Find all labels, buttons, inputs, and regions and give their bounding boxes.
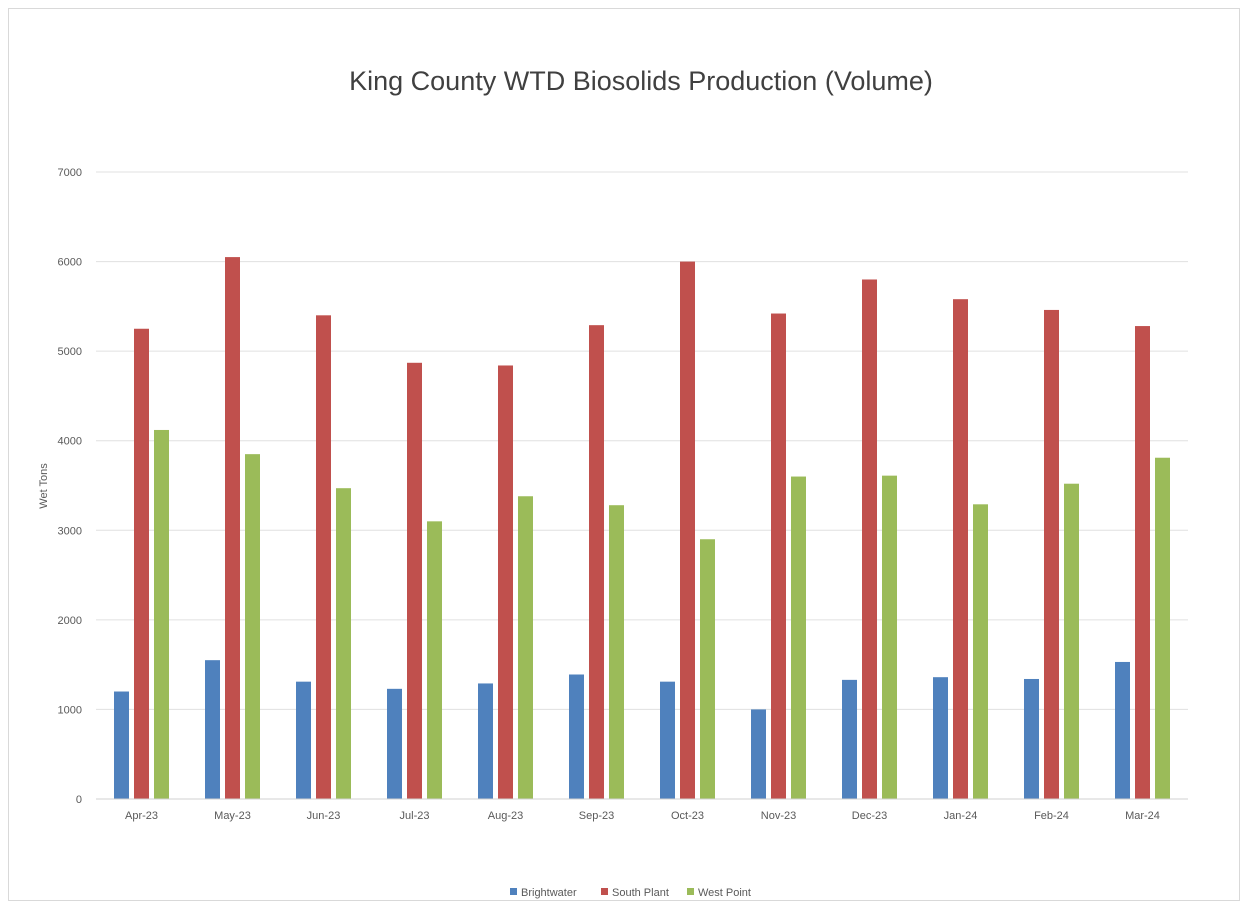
x-tick-label: Mar-24 bbox=[1125, 810, 1160, 822]
bar-west-point bbox=[791, 476, 806, 799]
x-tick-label: Nov-23 bbox=[761, 810, 796, 822]
bar-brightwater bbox=[1115, 661, 1130, 799]
legend-label: West Point bbox=[698, 887, 751, 899]
y-axis-label: Wet Tons bbox=[38, 463, 50, 509]
y-tick-label: 2000 bbox=[58, 615, 82, 627]
bar-south-plant bbox=[407, 362, 422, 799]
bar-west-point bbox=[609, 505, 624, 799]
bar-brightwater bbox=[933, 677, 948, 799]
y-tick-label: 6000 bbox=[58, 257, 82, 269]
y-axis-ticks: 0 1000 2000 3000 4000 5000 6000 7000 bbox=[58, 167, 82, 806]
bar-brightwater bbox=[205, 660, 220, 799]
bar-south-plant bbox=[589, 325, 604, 799]
y-tick-label: 3000 bbox=[58, 525, 82, 537]
bar-west-point bbox=[1064, 483, 1079, 799]
bars bbox=[114, 257, 1170, 800]
legend-item: Brightwater bbox=[510, 887, 577, 899]
x-tick-label: Sep-23 bbox=[579, 810, 614, 822]
y-tick-label: 4000 bbox=[58, 436, 82, 448]
bar-south-plant bbox=[1135, 326, 1150, 799]
bar-south-plant bbox=[1044, 309, 1059, 799]
bar-west-point bbox=[245, 454, 260, 799]
bar-west-point bbox=[518, 496, 533, 799]
x-tick-label: May-23 bbox=[214, 810, 251, 822]
chart-title: King County WTD Biosolids Production (Vo… bbox=[349, 66, 933, 96]
bar-brightwater bbox=[114, 691, 129, 799]
bar-west-point bbox=[882, 475, 897, 799]
bar-south-plant bbox=[862, 279, 877, 799]
bar-west-point bbox=[336, 488, 351, 799]
y-tick-label: 0 bbox=[76, 794, 82, 806]
bar-west-point bbox=[1155, 457, 1170, 799]
bar-brightwater bbox=[296, 681, 311, 799]
x-tick-label: Aug-23 bbox=[488, 810, 523, 822]
bar-brightwater bbox=[660, 681, 675, 799]
x-tick-label: Dec-23 bbox=[852, 810, 887, 822]
bar-south-plant bbox=[134, 328, 149, 799]
gridlines bbox=[96, 171, 1188, 710]
legend-swatch bbox=[510, 888, 517, 895]
bar-brightwater bbox=[387, 688, 402, 799]
legend: Brightwater South Plant West Point bbox=[510, 887, 751, 899]
bar-brightwater bbox=[478, 683, 493, 799]
bar-brightwater bbox=[569, 674, 584, 799]
x-tick-label: Oct-23 bbox=[671, 810, 704, 822]
x-tick-label: Feb-24 bbox=[1034, 810, 1069, 822]
bar-south-plant bbox=[498, 365, 513, 799]
bar-south-plant bbox=[225, 257, 240, 799]
legend-label: South Plant bbox=[612, 887, 669, 899]
bar-south-plant bbox=[316, 315, 331, 799]
bar-south-plant bbox=[680, 261, 695, 800]
bar-brightwater bbox=[751, 709, 766, 799]
x-tick-label: Jun-23 bbox=[307, 810, 341, 822]
bar-south-plant bbox=[771, 313, 786, 799]
x-axis-ticks: Apr-23 May-23 Jun-23 Jul-23 Aug-23 Sep-23 Oct-… bbox=[125, 810, 1160, 822]
bar-west-point bbox=[973, 504, 988, 799]
x-tick-label: Jul-23 bbox=[400, 810, 430, 822]
x-tick-label: Apr-23 bbox=[125, 810, 158, 822]
y-tick-label: 7000 bbox=[58, 167, 82, 179]
y-tick-label: 1000 bbox=[58, 704, 82, 716]
y-tick-label: 5000 bbox=[58, 346, 82, 358]
legend-label: Brightwater bbox=[521, 887, 577, 899]
x-tick-label: Jan-24 bbox=[944, 810, 978, 822]
bar-west-point bbox=[700, 539, 715, 799]
bar-west-point bbox=[427, 521, 442, 799]
bar-south-plant bbox=[953, 299, 968, 799]
bar-brightwater bbox=[1024, 678, 1039, 799]
legend-swatch bbox=[687, 888, 694, 895]
legend-item: South Plant bbox=[601, 887, 669, 899]
legend-swatch bbox=[601, 888, 608, 895]
bar-west-point bbox=[154, 429, 169, 799]
bar-brightwater bbox=[842, 679, 857, 799]
legend-item: West Point bbox=[687, 887, 751, 899]
